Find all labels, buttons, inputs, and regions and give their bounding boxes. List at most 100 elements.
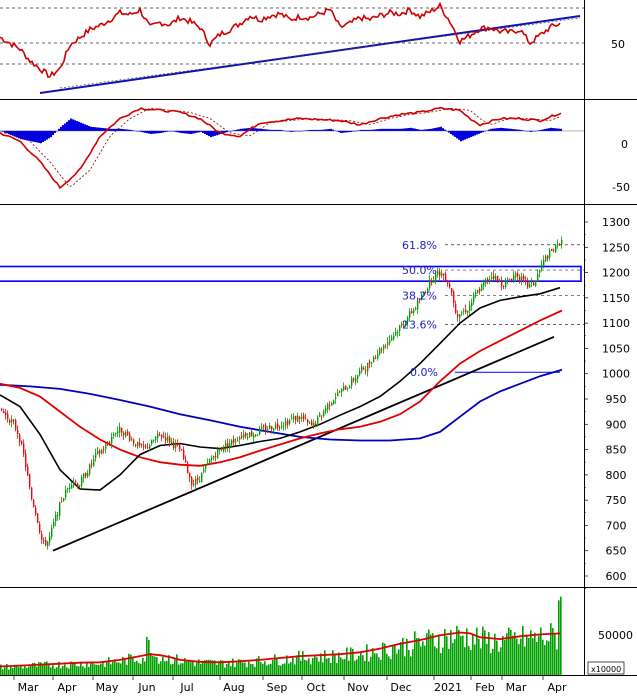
volume-bar	[88, 666, 90, 675]
volume-bar	[426, 633, 428, 675]
macd-histogram-bar	[114, 128, 116, 131]
macd-histogram-bar	[108, 128, 110, 131]
price-candle	[249, 432, 251, 437]
macd-histogram-bar	[344, 130, 346, 133]
ma-long-line	[0, 368, 563, 442]
price-tick-label: 1200	[602, 267, 630, 280]
price-candle	[401, 323, 403, 326]
price-candle	[497, 275, 499, 281]
price-candle	[263, 425, 265, 427]
price-candle	[217, 449, 219, 459]
price-candle	[105, 444, 107, 450]
volume-bar	[366, 644, 368, 675]
macd-histogram-bar	[110, 128, 112, 131]
volume-bar	[288, 663, 290, 675]
price-candle	[341, 388, 343, 393]
macd-histogram-bar	[194, 130, 196, 134]
macd-histogram-bar	[334, 130, 336, 131]
x-axis: Mar Apr May Jun Jul Aug Sep Oct Nov Dec 2021 Feb Mar…	[13, 675, 567, 694]
macd-histogram-bar	[352, 130, 354, 132]
macd-histogram-bar	[278, 129, 280, 131]
volume-bar	[72, 662, 74, 675]
volume-bar	[370, 656, 372, 675]
volume-bar	[348, 660, 350, 675]
price-candle	[197, 477, 199, 481]
volume-bar	[112, 661, 114, 675]
macd-histogram-bar	[250, 127, 252, 131]
macd-histogram-bar	[418, 129, 420, 131]
macd-histogram-bar	[22, 130, 24, 140]
volume-bar	[140, 663, 142, 675]
macd-histogram-bar	[218, 130, 220, 135]
macd-histogram-bar	[188, 130, 190, 134]
price-candle	[219, 448, 221, 451]
x-tick-label: Mar	[18, 681, 39, 694]
volume-bar	[502, 636, 504, 675]
volume-bar	[282, 663, 284, 675]
volume-bar	[482, 626, 484, 675]
price-candle	[243, 434, 245, 438]
volume-bar	[486, 643, 488, 675]
macd-histogram-bar	[560, 128, 562, 131]
price-candle	[439, 271, 441, 276]
macd-tick-label: -50	[612, 181, 630, 194]
volume-bar	[430, 634, 432, 675]
price-candle	[353, 378, 355, 381]
x-tick-label: Nov	[347, 681, 369, 694]
price-candle	[301, 416, 303, 419]
price-candle	[499, 280, 501, 282]
macd-histogram-bar	[162, 130, 164, 133]
macd-histogram-bar	[302, 130, 304, 132]
volume-bar	[196, 661, 198, 675]
macd-histogram-bar	[44, 130, 46, 141]
price-candle	[29, 474, 31, 488]
volume-bar	[316, 657, 318, 675]
macd-histogram-bar	[458, 130, 460, 140]
price-candle	[331, 402, 333, 406]
price-candle	[57, 515, 59, 516]
macd-histogram-bar	[118, 128, 120, 131]
volume-bar	[518, 644, 520, 675]
volume-bar	[552, 627, 554, 675]
price-candle	[329, 405, 331, 407]
macd-histogram-bar	[460, 130, 462, 142]
volume-bar	[26, 667, 28, 675]
macd-histogram-bar	[168, 130, 170, 132]
volume-ma-line	[0, 631, 561, 668]
price-candle	[293, 416, 295, 419]
price-candle	[207, 463, 209, 465]
macd-histogram-bar	[330, 128, 332, 131]
price-candle	[389, 340, 391, 344]
volume-bar	[286, 655, 288, 675]
volume-bar	[194, 666, 196, 675]
volume-bar	[106, 660, 108, 675]
fib-level-label: 38.2%	[402, 289, 437, 302]
volume-bar	[294, 664, 296, 675]
volume-bar	[384, 643, 386, 675]
price-candle	[1, 408, 3, 410]
macd-histogram-bar	[20, 130, 22, 140]
price-candle	[227, 443, 229, 447]
price-candle	[61, 501, 63, 503]
macd-histogram-bar	[264, 129, 266, 131]
volume-bar	[210, 660, 212, 675]
macd-panel: 0 -50	[0, 106, 630, 194]
price-candle	[171, 441, 173, 444]
macd-histogram-bar	[212, 130, 214, 137]
macd-histogram-bar	[552, 128, 554, 131]
volume-bar	[170, 664, 172, 675]
volume-bar	[508, 627, 510, 675]
price-candle	[449, 283, 451, 288]
volume-bar	[404, 656, 406, 675]
macd-histogram-bar	[294, 130, 296, 132]
volume-bar	[448, 648, 450, 675]
price-candle	[357, 374, 359, 379]
volume-bar	[298, 650, 300, 675]
macd-histogram-bar	[550, 127, 552, 131]
macd-histogram-bar	[172, 130, 174, 132]
price-candle	[551, 249, 553, 251]
macd-histogram-bar	[166, 130, 168, 132]
price-candle	[95, 453, 97, 459]
price-candle	[91, 463, 93, 465]
